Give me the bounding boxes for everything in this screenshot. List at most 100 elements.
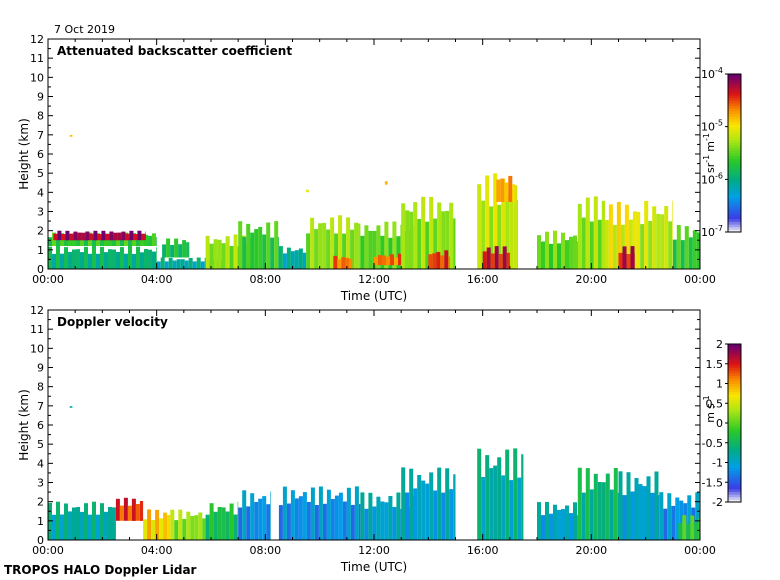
data-cell <box>198 512 203 540</box>
data-cell <box>258 498 263 540</box>
data-cell <box>660 214 665 269</box>
colorbar-cell <box>728 417 741 421</box>
y-tick-label: 6 <box>37 148 44 161</box>
y-axis-label: Height (km) <box>17 118 31 189</box>
data-cell <box>378 255 382 266</box>
colorbar-cell <box>728 84 741 88</box>
colorbar-cell <box>728 365 741 369</box>
data-cell <box>182 240 187 258</box>
data-cell <box>634 478 639 540</box>
data-cell <box>53 233 58 241</box>
data-cell <box>266 222 271 269</box>
colorbar-cell <box>728 451 741 456</box>
colorbar-cell <box>728 499 741 503</box>
data-cell <box>401 203 406 269</box>
data-cell <box>687 495 692 540</box>
data-cell <box>429 197 434 269</box>
colorbar-cell <box>728 457 741 461</box>
colorbar-cell <box>728 142 741 146</box>
data-cell <box>186 242 190 258</box>
x-tick-label: 16:00 <box>467 544 499 557</box>
data-cell <box>493 173 498 269</box>
colorbar-cell <box>728 134 741 138</box>
data-cell <box>92 246 96 269</box>
data-cell <box>213 239 218 269</box>
data-cell <box>376 496 381 540</box>
colorbar-cell <box>728 473 741 477</box>
data-cell <box>306 189 309 193</box>
data-cell <box>384 221 389 269</box>
data-cell <box>120 247 124 269</box>
colorbar-tick-exponent: -4 <box>715 66 723 75</box>
data-cell <box>605 473 610 540</box>
x-tick-label: 08:00 <box>249 544 281 557</box>
data-cell <box>116 251 120 269</box>
colorbar-cell <box>728 210 741 215</box>
data-cell <box>413 202 418 269</box>
x-tick-label: 00:00 <box>32 273 64 286</box>
data-cell <box>132 253 136 269</box>
data-cell <box>437 467 442 540</box>
data-cell <box>156 237 157 246</box>
data-cell <box>76 249 80 269</box>
data-cell <box>266 504 271 540</box>
data-cell <box>561 232 565 269</box>
y-tick-label: 8 <box>37 110 44 123</box>
data-cell <box>56 501 60 540</box>
data-cell <box>349 258 353 269</box>
data-cell <box>672 239 677 269</box>
colorbar-unit-part: m <box>704 412 717 423</box>
colorbar-cell <box>728 102 741 107</box>
data-cell <box>494 246 499 269</box>
colorbar-cell <box>728 118 741 122</box>
data-cell <box>156 247 157 269</box>
data-cell <box>436 251 441 269</box>
data-cell <box>358 504 361 540</box>
data-cell <box>585 468 590 540</box>
data-cell <box>388 496 393 540</box>
data-cell <box>117 232 122 241</box>
data-marks <box>48 406 701 540</box>
colorbar-cell <box>728 359 741 363</box>
data-cell <box>569 513 573 540</box>
data-cell <box>129 230 134 241</box>
data-cell <box>52 514 56 540</box>
data-cell <box>448 256 450 269</box>
data-cell <box>405 210 410 269</box>
data-cell <box>428 254 433 269</box>
data-cell <box>174 238 179 258</box>
data-cell <box>151 520 156 540</box>
data-cell <box>409 468 414 540</box>
data-cell <box>334 233 339 269</box>
data-cell <box>166 238 171 258</box>
data-cell <box>506 252 510 269</box>
data-cell <box>613 468 618 540</box>
data-cell <box>667 493 672 540</box>
x-tick-label: 12:00 <box>358 544 390 557</box>
data-cell <box>213 511 218 540</box>
data-cell <box>581 217 586 269</box>
y-tick-label: 12 <box>30 33 44 46</box>
data-cell <box>96 253 100 269</box>
data-cell <box>167 515 171 540</box>
colorbar-cell <box>728 407 741 411</box>
data-cell <box>630 491 635 540</box>
colorbar-cell <box>728 163 741 167</box>
data-cell <box>545 231 549 269</box>
data-cell <box>205 514 210 540</box>
colorbar-cell <box>728 423 741 427</box>
data-cell <box>85 231 90 241</box>
data-cell <box>449 202 454 269</box>
data-cell <box>497 457 502 540</box>
colorbar-tick-exponent: -7 <box>715 224 723 233</box>
data-cell <box>190 516 195 540</box>
data-cell <box>593 473 598 540</box>
data-cell <box>233 234 238 269</box>
data-cell <box>88 514 92 540</box>
data-cell <box>445 468 450 540</box>
data-cell <box>104 511 108 540</box>
x-tick-label: 00:00 <box>684 544 716 557</box>
colorbar-cell <box>728 116 741 120</box>
colorbar-cell <box>728 105 741 109</box>
